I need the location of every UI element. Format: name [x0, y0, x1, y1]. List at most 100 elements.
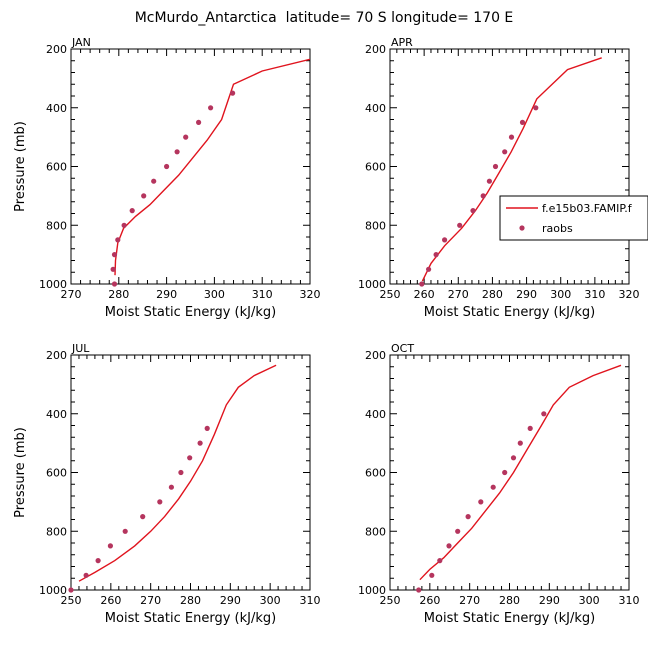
x-axis-label: Moist Static Energy (kJ/kg): [424, 305, 595, 320]
x-axis-label: Moist Static Energy (kJ/kg): [105, 305, 276, 320]
data-point-raobs: [83, 572, 89, 578]
data-point-raobs: [446, 543, 452, 549]
x-tick-label: 280: [482, 288, 503, 301]
x-tick-label: 300: [260, 594, 281, 607]
y-tick-label: 1000: [39, 278, 67, 291]
y-tick-label: 800: [365, 219, 386, 232]
data-point-raobs: [442, 237, 448, 243]
data-point-raobs: [183, 134, 189, 140]
panel-jul: JUL 250 260 270 280 290 300 310 200 400 600 800 1000…: [13, 342, 321, 626]
panel-label: APR: [391, 36, 413, 49]
y-tick-label: 200: [365, 349, 386, 362]
x-axis-label: Moist Static Energy (kJ/kg): [105, 611, 276, 626]
y-tick-label: 400: [46, 102, 67, 115]
series-line-model: [421, 57, 602, 282]
y-tick-label: 200: [365, 43, 386, 56]
data-point-raobs: [174, 149, 180, 155]
data-point-raobs: [465, 514, 471, 520]
legend-box: [499, 195, 648, 241]
data-point-raobs: [196, 119, 202, 125]
data-point-raobs: [492, 163, 499, 170]
x-tick-label: 250: [380, 594, 401, 607]
data-point-raobs: [111, 252, 118, 258]
data-point-raobs: [419, 281, 425, 287]
x-tick-label: 250: [380, 288, 401, 301]
panel-label: JAN: [71, 36, 91, 49]
x-tick-label: 250: [61, 594, 82, 607]
data-point-raobs: [510, 455, 517, 461]
y-tick-label: 200: [46, 43, 67, 56]
y-tick-label: 400: [365, 102, 386, 115]
data-point-raobs: [416, 587, 422, 593]
x-tick-label: 300: [579, 594, 600, 607]
data-point-raobs: [508, 134, 515, 140]
data-point-raobs: [115, 237, 121, 243]
legend-label-model: f.e15b03.FAMIP.f: [542, 202, 633, 215]
data-point-raobs: [527, 425, 533, 431]
data-point-raobs: [480, 193, 486, 199]
data-point-raobs: [164, 163, 170, 170]
panel-label: OCT: [391, 342, 414, 355]
x-tick-label: 270: [448, 288, 469, 301]
y-tick-label: 800: [46, 525, 67, 538]
data-point-raobs: [502, 149, 508, 155]
data-point-raobs: [541, 411, 547, 417]
legend-label-obs: raobs: [542, 222, 573, 235]
data-point-raobs: [197, 440, 203, 446]
x-tick-label: 280: [108, 288, 129, 301]
data-point-raobs: [187, 455, 193, 461]
data-point-raobs: [490, 484, 496, 490]
x-axis-label: Moist Static Energy (kJ/kg): [424, 611, 595, 626]
data-point-raobs: [486, 178, 492, 184]
data-point-raobs: [111, 281, 118, 287]
data-point-raobs: [470, 208, 476, 214]
y-axis-label: Pressure (mb): [13, 121, 28, 212]
panel-oct: OCT 250 260 270 280 290 300 310 200 400 600 800 1000…: [358, 342, 640, 626]
x-tick-label: 260: [414, 288, 435, 301]
panel-jan: JAN 270 280 290 300 310 320 200 400 600 800 1000 Moi…: [13, 36, 321, 320]
x-tick-label: 280: [499, 594, 520, 607]
y-axis-label: Pressure (mb): [13, 427, 28, 518]
panels: JAN 270 280 290 300 310 320 200 400 600 800 1000 Moi…: [13, 36, 648, 626]
x-tick-label: 310: [252, 288, 273, 301]
data-point-raobs: [457, 222, 463, 228]
x-tick-label: 290: [220, 594, 241, 607]
x-tick-label: 300: [204, 288, 225, 301]
x-tick-label: 300: [550, 288, 571, 301]
data-point-raobs: [178, 469, 184, 476]
plot-frame: [389, 48, 630, 285]
x-tick-label: 260: [100, 594, 121, 607]
y-tick-label: 1000: [358, 584, 386, 597]
data-point-raobs: [519, 119, 526, 125]
x-tick-label: 270: [140, 594, 161, 607]
data-point-raobs: [517, 440, 523, 446]
data-point-raobs: [140, 514, 146, 520]
series-line-model: [419, 364, 622, 581]
data-point-raobs: [437, 558, 443, 564]
x-tick-label: 290: [516, 288, 537, 301]
y-tick-label: 400: [365, 408, 386, 421]
data-point-raobs: [110, 266, 116, 272]
legend: f.e15b03.FAMIP.f raobs: [499, 195, 648, 241]
series-line-model: [78, 364, 277, 582]
x-tick-label: 310: [584, 288, 605, 301]
data-point-raobs: [204, 425, 210, 431]
data-point-raobs: [429, 572, 435, 578]
x-tick-label: 320: [300, 288, 321, 301]
plot-frame: [70, 48, 311, 285]
y-tick-label: 1000: [39, 584, 67, 597]
data-point-raobs: [157, 499, 163, 505]
panel-label: JUL: [71, 342, 90, 355]
data-point-raobs: [107, 543, 113, 549]
legend-dot-swatch: [519, 225, 525, 231]
y-tick-label: 800: [365, 525, 386, 538]
plot-frame: [70, 354, 311, 591]
figure-title: McMurdo_Antarctica latitude= 70 S longit…: [135, 10, 514, 26]
y-tick-label: 600: [365, 467, 386, 480]
data-point-raobs: [455, 528, 461, 534]
y-tick-label: 200: [46, 349, 67, 362]
data-point-raobs: [141, 193, 147, 199]
x-tick-label: 310: [619, 594, 640, 607]
panel-apr: APR 250 260 270 280 290 300 310 320 200 400 600 800 1…: [358, 36, 648, 320]
data-point-raobs: [478, 499, 484, 505]
